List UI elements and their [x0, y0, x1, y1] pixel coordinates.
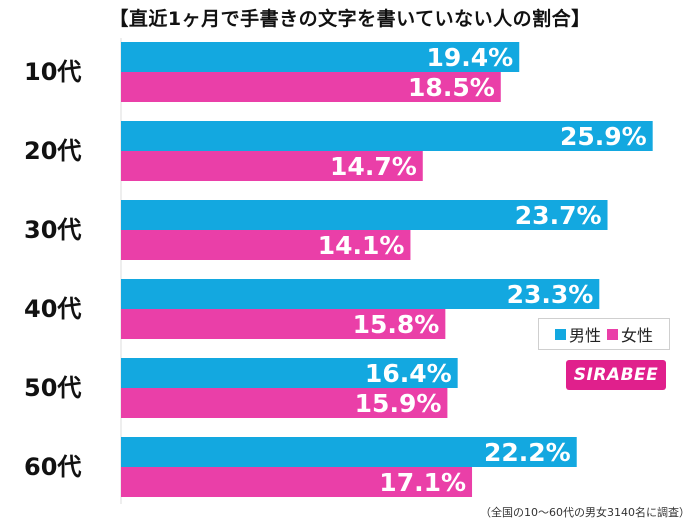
legend-label-male: 男性: [568, 326, 601, 345]
legend-label-female: 女性: [621, 326, 654, 345]
bar-female: [121, 230, 411, 260]
legend-swatch-male: [554, 328, 566, 340]
bar-male: [121, 121, 653, 151]
chart-legend: 男性 女性: [538, 318, 670, 350]
data-label-female: 14.7%: [330, 152, 417, 181]
data-label-female: 15.8%: [353, 310, 440, 339]
data-label-male: 25.9%: [560, 122, 647, 151]
sirabee-logo: SIRABEE: [566, 360, 666, 390]
data-label-male: 23.3%: [507, 280, 594, 309]
survey-note: （全国の10〜60代の男女3140名に調査）: [480, 506, 690, 519]
data-label-male: 16.4%: [365, 359, 452, 388]
bar-male: [121, 358, 458, 388]
bar-female: [121, 388, 448, 418]
legend-item-male: 男性: [554, 322, 601, 346]
data-label-female: 17.1%: [379, 468, 466, 497]
data-label-female: 15.9%: [355, 389, 442, 418]
data-label-male: 22.2%: [484, 438, 571, 467]
data-label-male: 19.4%: [427, 43, 514, 72]
bar-female: [121, 309, 446, 339]
legend-swatch-female: [607, 328, 618, 340]
legend-item-female: 女性: [607, 322, 653, 346]
chart-title: 【直近1ヶ月で手書きの文字を書いていない人の割合】: [109, 8, 591, 30]
data-label-female: 18.5%: [408, 73, 495, 102]
category-label: 30代: [24, 216, 81, 244]
category-label: 40代: [24, 295, 81, 323]
logo-text: SIRABEE: [573, 365, 659, 385]
bar-male: [121, 200, 608, 230]
bar-male: [121, 42, 520, 72]
data-label-female: 14.1%: [318, 231, 405, 260]
bar-male: [121, 437, 577, 467]
data-label-male: 23.7%: [515, 201, 602, 230]
category-label: 50代: [24, 374, 81, 402]
bar-female: [121, 467, 473, 497]
category-label: 10代: [24, 58, 81, 86]
category-label: 20代: [24, 137, 81, 165]
bar-male: [121, 279, 600, 309]
category-label: 60代: [24, 453, 81, 481]
bar-female: [121, 151, 423, 181]
bar-female: [121, 72, 501, 102]
